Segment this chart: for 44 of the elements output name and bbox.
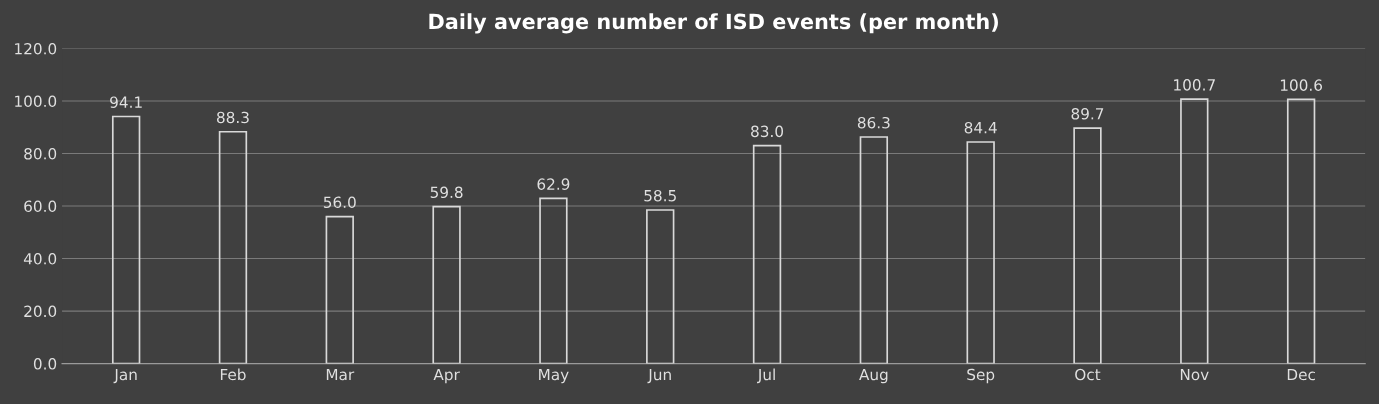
data-label: 94.1 xyxy=(110,96,142,108)
data-label: 83.0 xyxy=(751,125,784,138)
data-label: 89.7 xyxy=(1071,107,1104,120)
bar xyxy=(966,141,995,364)
x-tick-label: Jul xyxy=(757,368,775,384)
bar xyxy=(111,115,141,364)
y-tick-label: 100.0 xyxy=(15,95,57,108)
x-tick-label: Sep xyxy=(967,368,995,384)
data-label: 56.0 xyxy=(323,196,356,209)
data-label: 84.4 xyxy=(964,121,997,134)
bar xyxy=(325,215,354,364)
x-tick-label: Jan xyxy=(113,368,137,384)
x-tick-label: Feb xyxy=(220,368,246,381)
bar xyxy=(1073,127,1102,364)
y-tick-label: 120.0 xyxy=(15,42,57,55)
x-tick-label: May xyxy=(539,368,569,384)
x-tick-label: Oct xyxy=(1075,368,1101,381)
bar xyxy=(1286,98,1316,364)
data-label: 100.7 xyxy=(1174,79,1215,91)
bar xyxy=(432,205,461,364)
data-label: 100.6 xyxy=(1280,79,1323,91)
data-label: 58.5 xyxy=(644,189,676,202)
x-tick-label: Dec xyxy=(1287,368,1315,381)
y-tick-label: 60.0 xyxy=(24,200,57,213)
bar xyxy=(539,197,568,364)
data-label: 62.9 xyxy=(537,178,570,190)
bar xyxy=(859,136,889,364)
y-tick-label: 40.0 xyxy=(23,253,57,265)
x-tick-label: Jun xyxy=(647,368,671,384)
chart-title: Daily average number of ISD events (per month) xyxy=(429,13,998,34)
bar xyxy=(218,130,248,364)
data-label: 88.3 xyxy=(216,111,249,124)
y-tick-label: 20.0 xyxy=(24,305,57,318)
bar xyxy=(1180,98,1209,364)
x-tick-label: Apr xyxy=(433,368,460,384)
bar xyxy=(646,209,675,364)
bar xyxy=(752,144,782,364)
y-tick-label: 0.0 xyxy=(33,358,57,370)
x-tick-label: Nov xyxy=(1180,368,1209,381)
y-tick-label: 80.0 xyxy=(24,147,57,160)
x-tick-label: Mar xyxy=(326,368,355,381)
data-label: 86.3 xyxy=(857,116,890,129)
x-tick-label: Aug xyxy=(859,368,888,384)
data-label: 59.8 xyxy=(430,186,463,199)
